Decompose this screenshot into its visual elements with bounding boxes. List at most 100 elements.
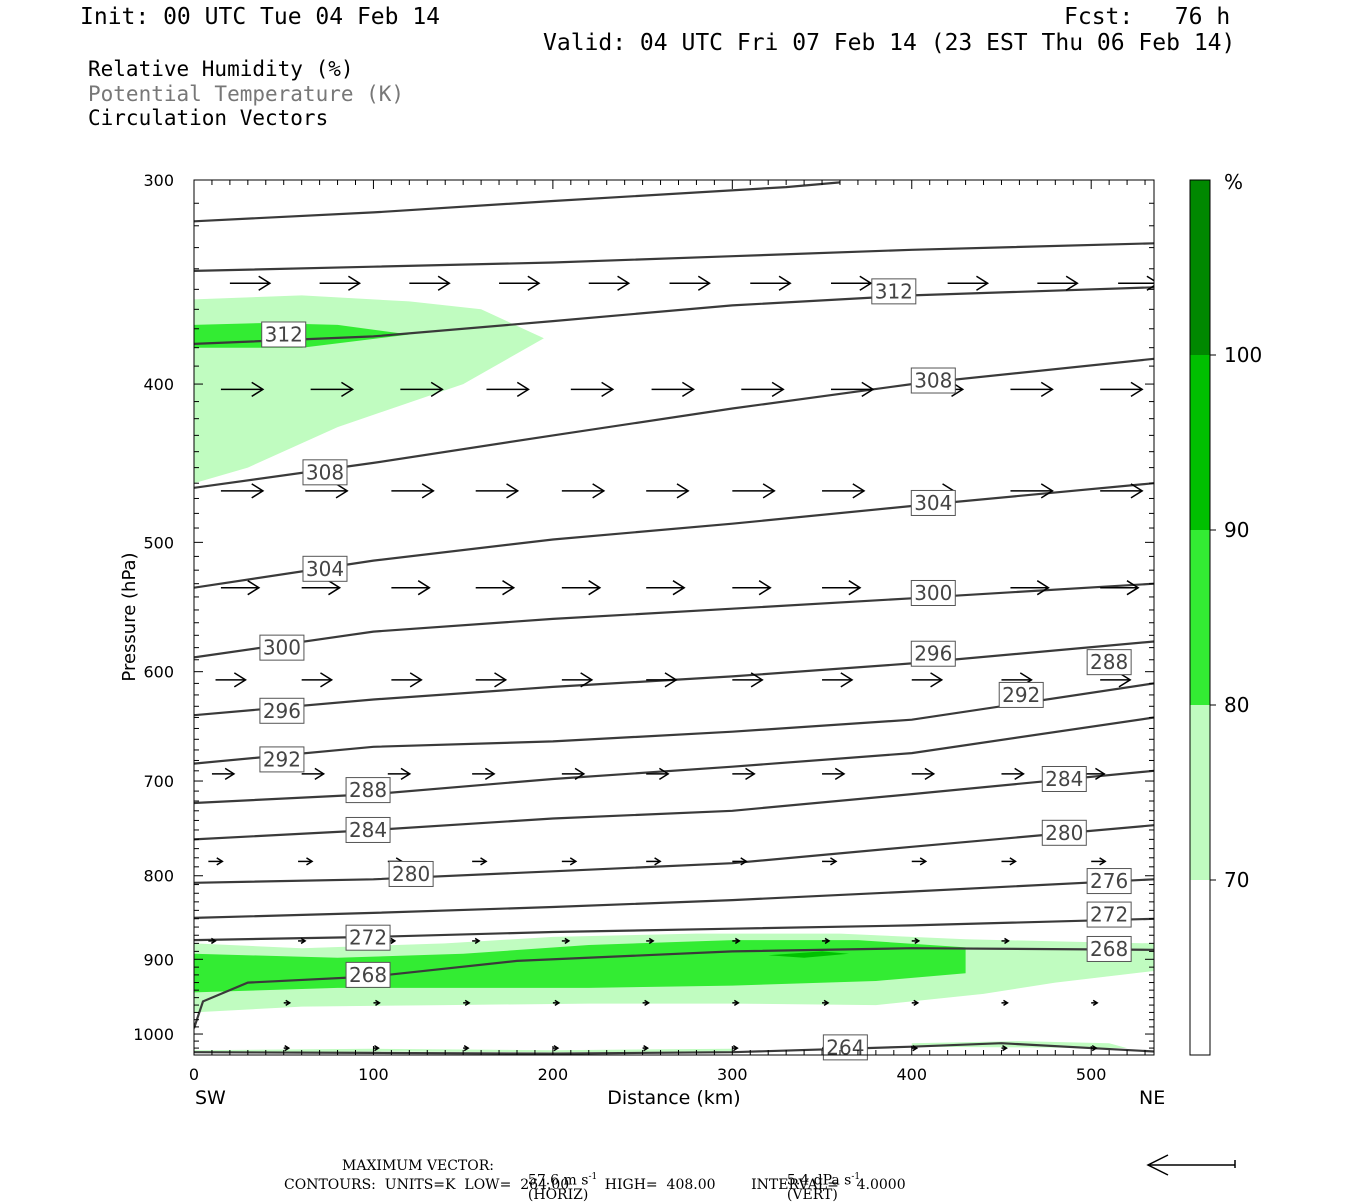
colorbar-label: 90 — [1224, 518, 1249, 542]
circulation-vector — [1100, 672, 1132, 688]
circulation-vector — [552, 999, 561, 1006]
contour-label-text: 296 — [914, 642, 952, 666]
colorbar-segment — [1190, 530, 1210, 705]
contour-label-text: 304 — [914, 491, 952, 515]
contour-label-text: 292 — [263, 747, 301, 771]
circulation-vector — [220, 580, 261, 596]
circulation-vector — [552, 1044, 560, 1052]
theta-field-label: Potential Temperature (K) — [88, 82, 405, 106]
circulation-vector — [651, 381, 695, 398]
circulation-vector — [310, 381, 355, 398]
circulation-vector — [741, 381, 785, 398]
circulation-vector — [1118, 275, 1154, 291]
circulation-vector — [211, 767, 236, 781]
contour-label-text: 272 — [1090, 903, 1128, 927]
circulation-vector — [732, 999, 740, 1006]
contour-label-text: 264 — [826, 1035, 864, 1059]
circulation-vector — [409, 275, 451, 291]
circulation-vector — [1100, 483, 1144, 499]
contour-label: 304 — [910, 489, 956, 516]
circulation-vector — [911, 999, 920, 1006]
contour-label: 312 — [871, 278, 917, 305]
circulation-vector — [911, 857, 928, 866]
rh-field-label: Relative Humidity (%) — [88, 57, 354, 81]
theta-contour-280 — [194, 824, 1154, 884]
contour-label: 276 — [1086, 868, 1132, 895]
valid-time-label: Valid: 04 UTC Fri 07 Feb 14 (23 EST Thu … — [543, 30, 1236, 56]
circulation-vectors — [208, 275, 1154, 1052]
circulation-vector — [732, 483, 776, 499]
circulation-vector — [911, 1044, 919, 1052]
x-tick-label: 200 — [538, 1065, 569, 1084]
circulation-vector — [732, 937, 741, 945]
circulation-vector — [1001, 857, 1017, 866]
y-tick-label: 400 — [143, 375, 174, 394]
horiz-tag: (HORIZ) — [527, 1186, 589, 1203]
circulation-vector — [642, 999, 651, 1006]
y-tick-label: 1000 — [133, 1025, 174, 1044]
circulation-vector — [220, 381, 265, 398]
colorbar-segment — [1190, 880, 1210, 1055]
circulation-vector — [911, 672, 944, 688]
circulation-vector — [911, 767, 936, 781]
circulation-vector — [646, 672, 678, 688]
x-axis-left-end-label: SW — [195, 1087, 226, 1109]
contour-label-text: 276 — [1090, 869, 1128, 893]
circulation-vector — [561, 672, 594, 688]
colorbar-segment — [1190, 705, 1210, 880]
theta-contour-312 — [194, 181, 841, 223]
circulation-vector — [1100, 580, 1140, 596]
contour-label-text: 268 — [349, 963, 387, 987]
circulation-vector — [561, 580, 602, 596]
circulation-vector — [732, 1044, 739, 1052]
circulation-vector — [822, 767, 846, 781]
contour-label-text: 312 — [265, 322, 303, 346]
contour-label-text: 308 — [306, 460, 344, 484]
circulation-vector — [822, 999, 830, 1006]
contour-label: 264 — [822, 1034, 868, 1061]
circulation-vector — [391, 672, 423, 688]
circulation-vector — [1091, 999, 1099, 1006]
rh-shading — [194, 295, 1154, 1053]
contour-labels: 312 312 308 308 304 304 300 300 296 296 292 292 288 2… — [259, 278, 1132, 1061]
circulation-vector — [301, 672, 334, 688]
circulation-vector — [831, 275, 873, 291]
circulation-vector — [472, 937, 481, 945]
circulation-vector — [215, 672, 247, 688]
circulation-vector — [387, 767, 412, 781]
y-tick-label: 300 — [143, 171, 174, 190]
contour-label: 312 — [261, 321, 307, 348]
x-tick-label: 500 — [1076, 1065, 1107, 1084]
contour-label: 272 — [1086, 901, 1132, 928]
contour-label: 272 — [345, 924, 391, 951]
circulation-vector — [391, 483, 435, 499]
circulation-vector — [499, 275, 541, 291]
circulation-vector — [561, 483, 606, 499]
circulation-vector — [561, 767, 586, 781]
y-tick-label: 600 — [143, 663, 174, 682]
circulation-vector — [373, 1044, 380, 1052]
circulation-vector — [1010, 381, 1054, 398]
contour-label: 280 — [388, 860, 434, 887]
circulation-vector — [305, 483, 349, 499]
circulation-vector — [588, 275, 631, 291]
contours-info-line: CONTOURS: UNITS=K LOW= 264.00 HIGH= 408.… — [284, 1177, 906, 1193]
contour-label-text: 284 — [1045, 767, 1083, 791]
contour-label-text: 312 — [875, 279, 913, 303]
contour-label: 268 — [345, 961, 391, 988]
contour-label: 300 — [910, 579, 956, 606]
contour-label: 284 — [345, 816, 391, 843]
x-tick-label: 400 — [896, 1065, 927, 1084]
contour-label: 288 — [1086, 649, 1132, 676]
contour-label-text: 288 — [1090, 650, 1128, 674]
horiz-value-text: 57.6 m s — [527, 1172, 589, 1189]
circulation-vector — [1037, 275, 1079, 291]
circulation-vector — [570, 381, 615, 398]
circulation-vector — [646, 580, 686, 596]
max-vector-vert-value: 5.4 dPa s-1 (VERT) — [786, 1172, 861, 1203]
circulation-vector — [732, 857, 748, 866]
circulation-vector — [463, 1044, 470, 1052]
x-tick-label: 0 — [189, 1065, 199, 1084]
circulation-vector — [732, 672, 764, 688]
